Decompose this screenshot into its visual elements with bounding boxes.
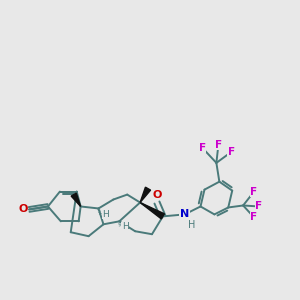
- Text: H: H: [188, 220, 196, 230]
- Text: O: O: [152, 190, 162, 200]
- Text: F: F: [199, 143, 206, 153]
- Polygon shape: [71, 193, 81, 206]
- Text: H: H: [122, 222, 128, 231]
- Text: F: F: [228, 147, 235, 157]
- Text: O: O: [18, 204, 28, 214]
- Text: N: N: [180, 209, 189, 219]
- Text: H: H: [102, 210, 109, 219]
- Text: F: F: [250, 212, 258, 222]
- Text: F: F: [255, 202, 262, 212]
- Text: F: F: [250, 187, 258, 196]
- Polygon shape: [140, 202, 164, 219]
- Text: F: F: [215, 140, 222, 150]
- Polygon shape: [140, 187, 151, 202]
